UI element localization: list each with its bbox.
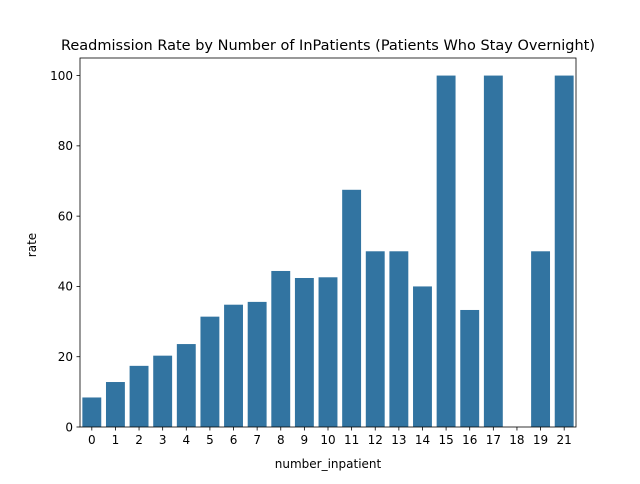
bar-2 [129, 365, 149, 427]
axes-frame [79, 57, 577, 428]
x-tick-label: 14 [415, 433, 430, 447]
x-tick-label: 16 [462, 433, 477, 447]
y-axis-ticks: 0 20 40 60 80 100 [50, 69, 80, 434]
x-tick-label: 10 [320, 433, 335, 447]
x-tick-label: 3 [159, 433, 167, 447]
x-tick-label: 0 [88, 433, 96, 447]
x-tick-label: 6 [230, 433, 238, 447]
bar-1 [105, 382, 125, 427]
bar-15 [436, 75, 456, 427]
x-tick-label: 21 [557, 433, 572, 447]
x-tick-label: 1 [112, 433, 120, 447]
bar-13 [389, 251, 409, 427]
x-tick-label: 5 [206, 433, 214, 447]
plot-frame [79, 57, 577, 428]
x-tick-label: 15 [438, 433, 453, 447]
x-tick-label: 7 [253, 433, 261, 447]
y-tick-label: 80 [58, 139, 73, 153]
bar-3 [153, 355, 173, 427]
bar-7 [247, 301, 267, 427]
bars-group [82, 75, 574, 427]
x-tick-label: 18 [509, 433, 524, 447]
x-tick-label: 11 [344, 433, 359, 447]
y-tick-label: 100 [50, 69, 73, 83]
x-tick-label: 9 [301, 433, 309, 447]
x-axis-ticks: 0 1 2 3 4 5 6 7 8 9 10 11 12 13 14 15 16 17 18 19 21 [88, 427, 572, 447]
bar-12 [365, 251, 385, 427]
x-tick-label: 2 [135, 433, 143, 447]
bar-4 [176, 344, 196, 427]
x-axis-label: number_inpatient [275, 457, 382, 471]
chart-title: Readmission Rate by Number of InPatients… [61, 38, 595, 54]
bar-5 [200, 316, 220, 427]
bar-11 [342, 189, 362, 427]
x-tick-label: 4 [182, 433, 190, 447]
y-tick-label: 20 [58, 350, 73, 364]
bar-10 [318, 277, 338, 427]
x-tick-label: 17 [486, 433, 501, 447]
y-tick-label: 40 [58, 280, 73, 294]
bar-14 [413, 286, 432, 427]
y-tick-label: 60 [58, 209, 73, 223]
x-tick-label: 13 [391, 433, 406, 447]
bar-19 [531, 251, 551, 427]
bar-0 [82, 397, 102, 427]
y-axis-label: rate [25, 233, 39, 257]
bar-9 [294, 277, 314, 427]
bar-6 [224, 304, 243, 427]
bar-21 [554, 75, 574, 427]
y-tick-label: 0 [65, 420, 73, 434]
x-tick-label: 8 [277, 433, 285, 447]
bar-17 [483, 75, 503, 427]
bar-16 [460, 309, 480, 427]
x-tick-label: 19 [533, 433, 548, 447]
bar-8 [271, 270, 291, 427]
x-tick-label: 12 [368, 433, 383, 447]
